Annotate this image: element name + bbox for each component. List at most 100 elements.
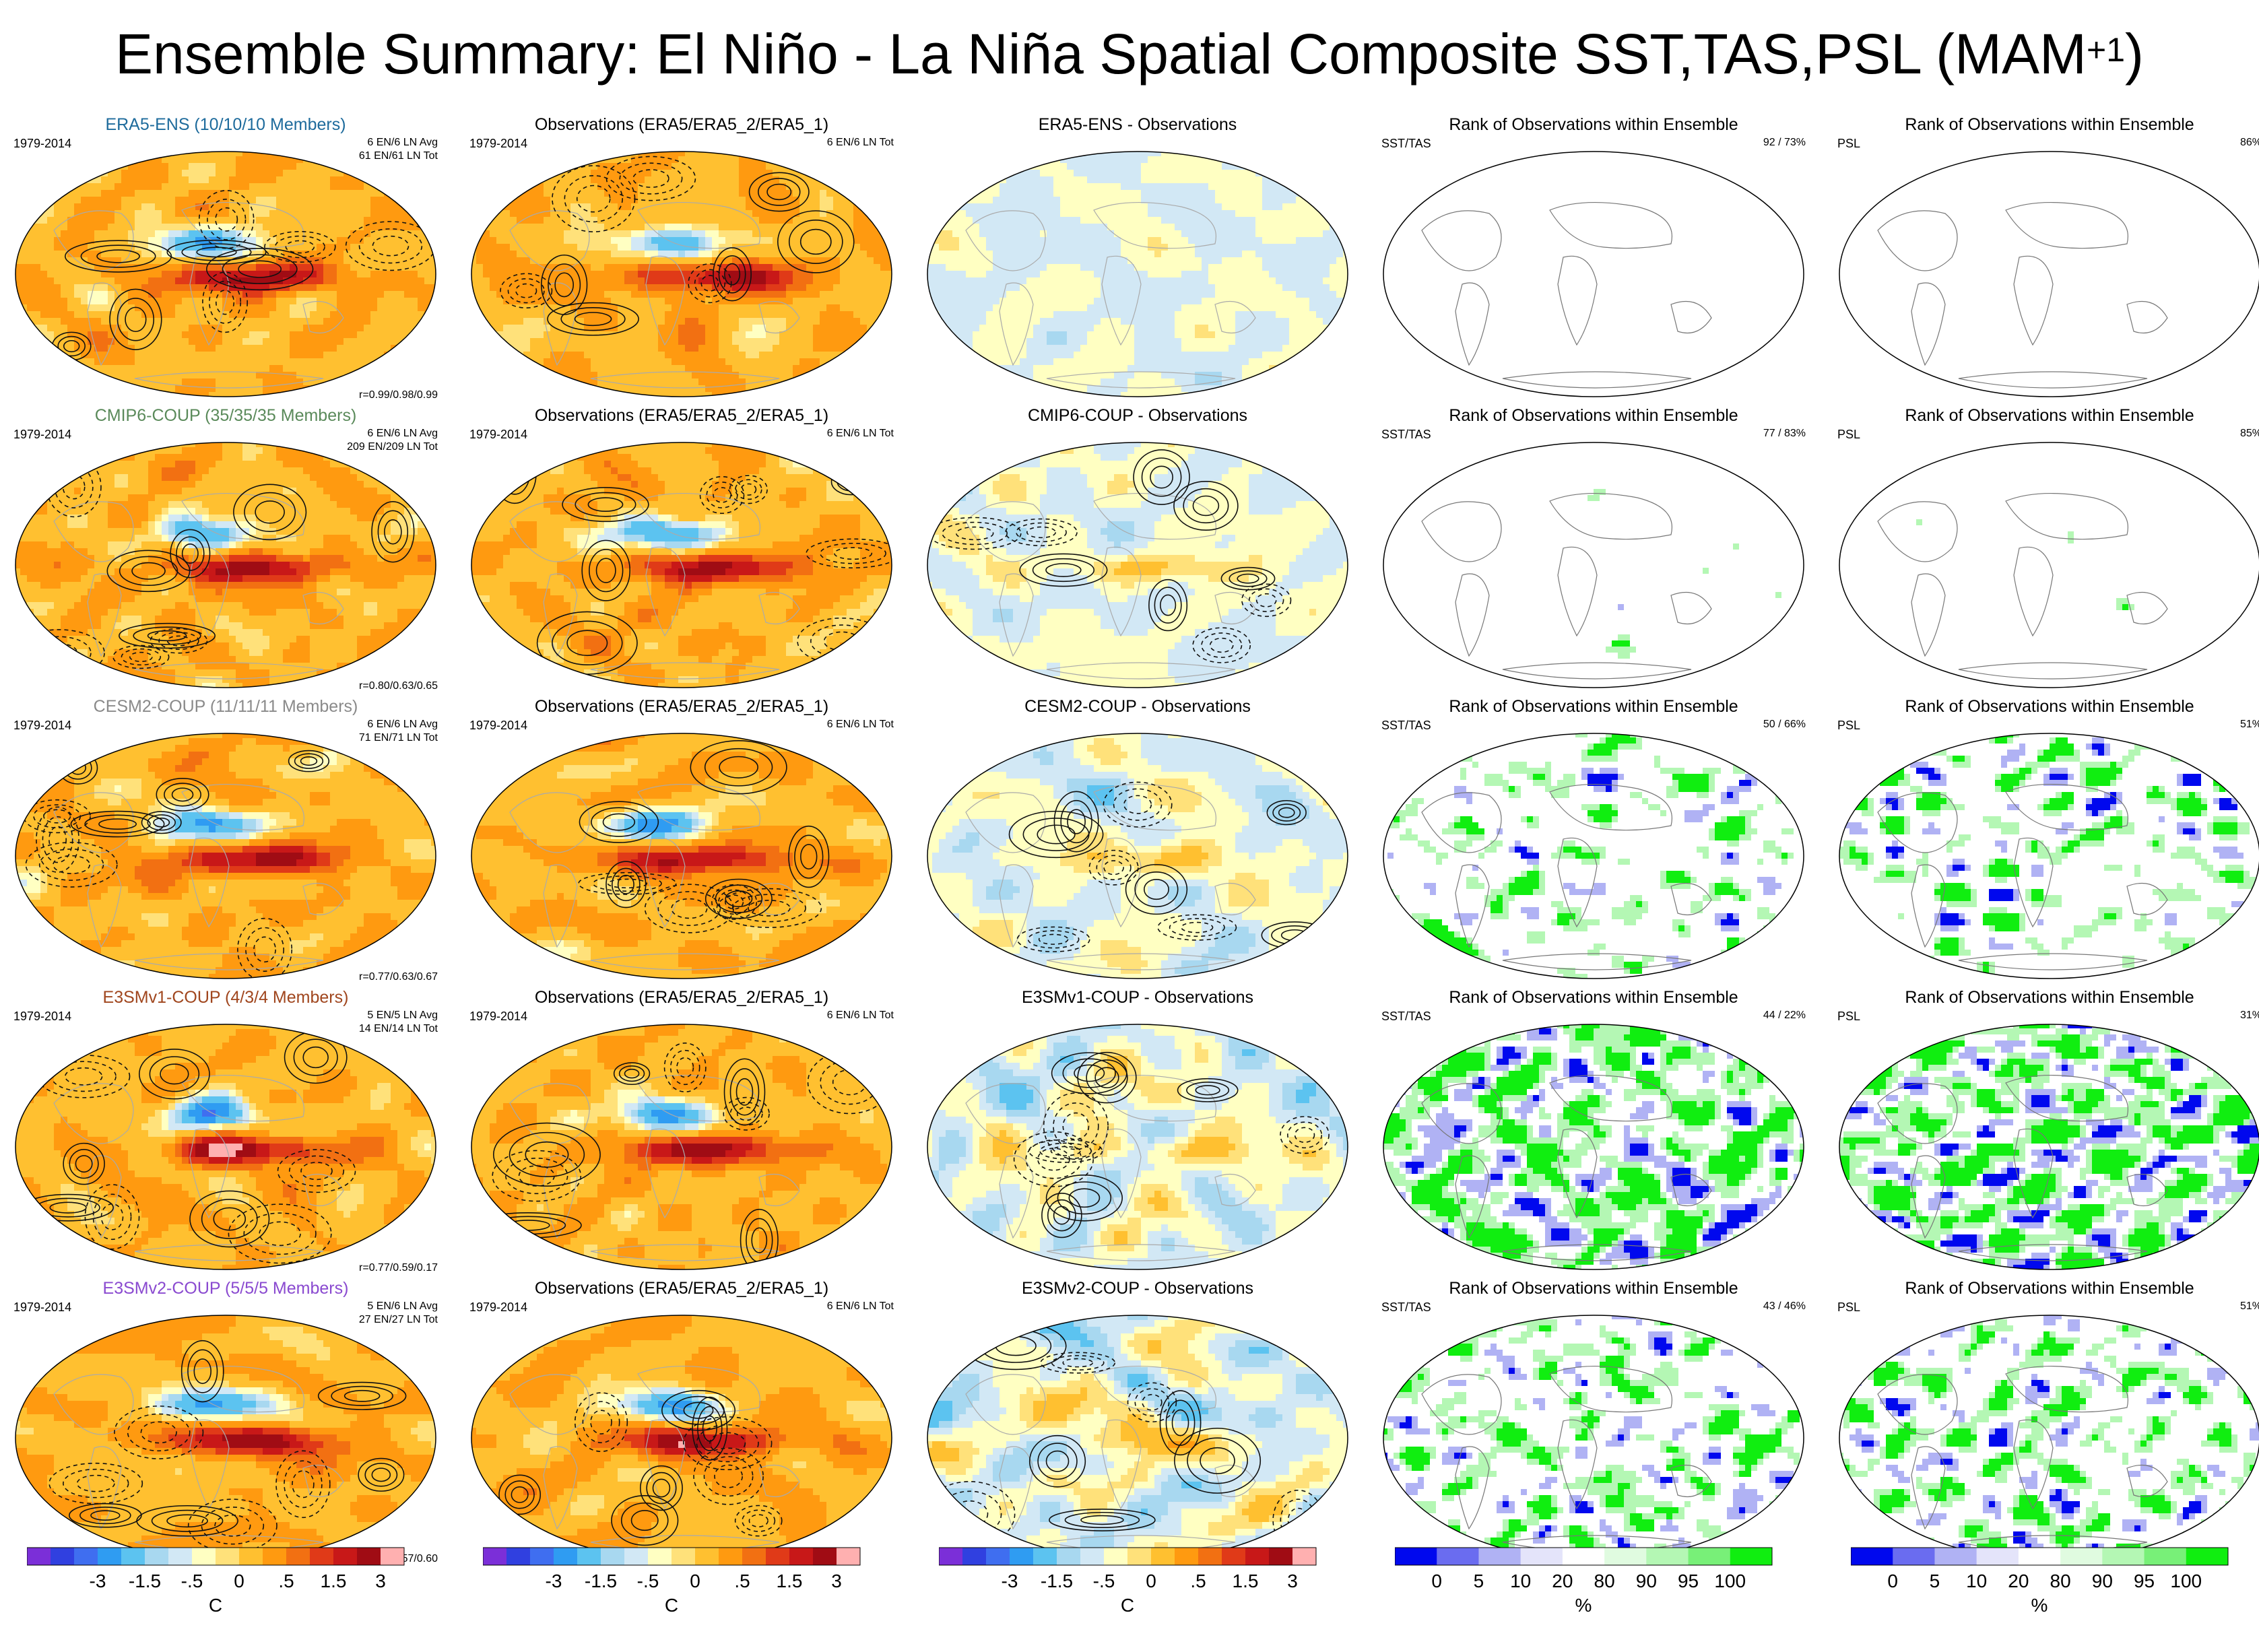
colorbar-swatch <box>483 1548 507 1565</box>
world-map <box>13 150 438 399</box>
event-counts: 6 EN/6 LN Tot <box>827 427 894 440</box>
rank-sst-panel: Rank of Observations within Ensemble SST/… <box>1375 405 1812 695</box>
colorbar-swatch <box>192 1548 216 1565</box>
colorbar-swatch <box>577 1548 601 1565</box>
colorbar-tick-label: -3 <box>1002 1571 1018 1592</box>
panel-title: E3SMv2-COUP - Observations <box>919 1278 1356 1298</box>
colorbar-swatch <box>74 1548 98 1565</box>
variable-label: SST/TAS <box>1381 1300 1431 1315</box>
colorbar-swatch <box>263 1548 287 1565</box>
colorbar-tick-label: 95 <box>2134 1571 2155 1592</box>
rank-psl-panel: Rank of Observations within Ensemble PSL 8… <box>1831 114 2259 404</box>
figure-title: Ensemble Summary: El Niño - La Niña Spat… <box>0 20 2259 88</box>
colorbar-tick-label: 0 <box>690 1571 700 1592</box>
colorbar-swatch <box>1563 1548 1605 1565</box>
colorbar-tick-label: 1.5 <box>1233 1571 1259 1592</box>
difference-panel: E3SMv1-COUP - Observations <box>919 987 1356 1277</box>
rank-psl-panel: Rank of Observations within Ensemble PSL 5… <box>1831 696 2259 986</box>
model-composite-panel: E3SMv1-COUP (4/3/4 Members) 1979-2014 5 EN… <box>7 987 445 1277</box>
map-canvas <box>469 440 894 690</box>
map-canvas <box>13 1313 438 1562</box>
colorbar-tick-label: -3 <box>90 1571 106 1592</box>
world-map <box>469 731 894 981</box>
colorbar-tick-label: 0 <box>234 1571 244 1592</box>
rank-sst-panel: Rank of Observations within Ensemble SST/… <box>1375 987 1812 1277</box>
colorbar-swatch <box>1033 1548 1057 1565</box>
map-canvas <box>1837 150 2259 399</box>
colorbar-tick-label: 10 <box>1510 1571 1531 1592</box>
world-map <box>925 1022 1350 1271</box>
variable-label: PSL <box>1837 427 1860 442</box>
colorbar-swatch <box>530 1548 554 1565</box>
colorbar-swatch <box>381 1548 405 1565</box>
rank-psl-panel: Rank of Observations within Ensemble PSL 8… <box>1831 405 2259 695</box>
event-counts: 5 EN/5 LN Avg 14 EN/14 LN Tot <box>359 1009 438 1036</box>
percent-label: 51% <box>2240 718 2259 731</box>
colorbar-swatch <box>672 1548 696 1565</box>
observations-panel: Observations (ERA5/ERA5_2/ERA5_1) 1979-20… <box>463 696 901 986</box>
colorbar-tick-label: 20 <box>1552 1571 1573 1592</box>
colorbar-unit: C <box>209 1595 222 1616</box>
colorbar-swatch <box>1245 1548 1270 1565</box>
percent-label: 85% <box>2240 427 2259 440</box>
world-map <box>13 1022 438 1271</box>
panel-title: Observations (ERA5/ERA5_2/ERA5_1) <box>463 696 901 717</box>
colorbar-tick-label: -1.5 <box>585 1571 617 1592</box>
world-map <box>1381 1022 1806 1271</box>
colorbar-swatch <box>719 1548 743 1565</box>
model-composite-panel: CMIP6-COUP (35/35/35 Members) 1979-2014 6 … <box>7 405 445 695</box>
period-label: 1979-2014 <box>469 1009 527 1024</box>
panel-title: Rank of Observations within Ensemble <box>1831 114 2259 135</box>
map-canvas <box>13 1022 438 1271</box>
world-map <box>1381 440 1806 690</box>
temperature-colorbar: -3 -1.5 -.5 0.5 1.5 3 C <box>27 1535 465 1637</box>
colorbar-tick-label: 5 <box>1930 1571 1940 1592</box>
colorbar-swatch <box>1175 1548 1199 1565</box>
panel-title: Rank of Observations within Ensemble <box>1375 696 1812 717</box>
colorbar-swatch <box>1057 1548 1081 1565</box>
map-canvas <box>925 1022 1350 1271</box>
panel-title: Rank of Observations within Ensemble <box>1375 114 1812 135</box>
percent-label: 51% <box>2240 1300 2259 1313</box>
colorbar-swatch <box>962 1548 987 1565</box>
difference-panel: E3SMv2-COUP - Observations <box>919 1278 1356 1568</box>
world-map <box>469 150 894 399</box>
colorbar-swatch <box>648 1548 672 1565</box>
colorbar-swatch <box>742 1548 766 1565</box>
colorbar-swatch <box>1934 1548 1977 1565</box>
colorbar-tick-label: 90 <box>2092 1571 2113 1592</box>
panel-title: ERA5-ENS (10/10/10 Members) <box>7 114 445 135</box>
colorbar-swatch <box>2060 1548 2103 1565</box>
panel-title: E3SMv2-COUP (5/5/5 Members) <box>7 1278 445 1298</box>
colorbar-tick-label: 100 <box>1714 1571 1746 1592</box>
panel-title: CESM2-COUP (11/11/11 Members) <box>7 696 445 717</box>
correlation-label: r=0.77/0.59/0.17 <box>359 1262 438 1274</box>
colorbar-swatch <box>1104 1548 1128 1565</box>
event-counts: 6 EN/6 LN Avg 71 EN/71 LN Tot <box>359 718 438 745</box>
colorbar-swatch <box>554 1548 578 1565</box>
panel-title: Rank of Observations within Ensemble <box>1831 1278 2259 1298</box>
percent-label: 31% <box>2240 1009 2259 1022</box>
map-field <box>1837 1313 2259 1562</box>
period-label: 1979-2014 <box>469 427 527 442</box>
world-map <box>1381 731 1806 981</box>
colorbar-tick-label: -1.5 <box>129 1571 161 1592</box>
colorbar-swatch <box>51 1548 75 1565</box>
colorbar-swatch <box>1222 1548 1246 1565</box>
colorbar-swatches <box>27 1535 431 1576</box>
avg-count: 6 EN/6 LN Avg <box>359 718 438 731</box>
observations-panel: Observations (ERA5/ERA5_2/ERA5_1) 1979-20… <box>463 1278 901 1568</box>
temperature-colorbar: -3 -1.5 -.5 0.5 1.5 3 C <box>483 1535 921 1637</box>
colorbar-swatches <box>1851 1535 2255 1576</box>
map-canvas <box>1381 440 1806 690</box>
total-count: 27 EN/27 LN Tot <box>359 1313 438 1327</box>
map-canvas <box>925 1313 1350 1562</box>
total-count: 209 EN/209 LN Tot <box>347 440 438 454</box>
rank-sst-panel: Rank of Observations within Ensemble SST/… <box>1375 114 1812 404</box>
event-counts: 6 EN/6 LN Tot <box>827 136 894 150</box>
percent-label: 44 / 22% <box>1763 1009 1806 1022</box>
percent-label: 43 / 46% <box>1763 1300 1806 1313</box>
colorbar-swatch <box>168 1548 193 1565</box>
rank-sst-panel: Rank of Observations within Ensemble SST/… <box>1375 696 1812 986</box>
colorbar-swatch <box>239 1548 263 1565</box>
